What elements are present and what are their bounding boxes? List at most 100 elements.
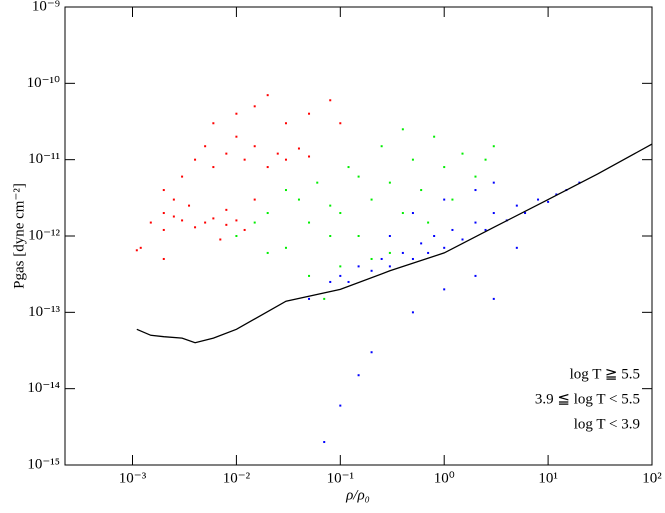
point	[339, 274, 342, 277]
point	[357, 374, 360, 377]
point	[194, 158, 197, 161]
point	[401, 212, 404, 215]
point	[433, 235, 436, 237]
point	[235, 112, 238, 115]
point	[484, 158, 487, 161]
x-tick-label: 10⁻²	[223, 470, 251, 486]
point	[276, 152, 279, 155]
point	[357, 265, 360, 268]
point	[411, 212, 414, 215]
point	[370, 351, 373, 354]
x-tick-label: 10⁻³	[119, 470, 147, 486]
point	[243, 158, 246, 161]
plot-area	[135, 94, 653, 444]
point	[474, 189, 477, 192]
y-tick-label: 10⁻¹³	[28, 304, 60, 320]
point	[443, 246, 446, 249]
point	[492, 181, 495, 184]
point	[433, 135, 436, 138]
point	[235, 135, 238, 138]
point	[461, 152, 464, 155]
point	[284, 246, 287, 249]
point	[401, 128, 404, 131]
point	[172, 198, 175, 201]
x-tick-label: 10²	[642, 470, 662, 486]
point	[204, 145, 207, 148]
point	[323, 297, 326, 300]
point	[347, 280, 350, 283]
point	[225, 223, 228, 226]
point	[235, 219, 238, 222]
point	[380, 145, 383, 148]
point	[235, 235, 238, 237]
point	[181, 175, 184, 178]
point	[515, 246, 518, 249]
point	[339, 265, 342, 268]
point	[388, 251, 391, 254]
legend-entry: log T ≧ 5.5	[570, 366, 640, 382]
point	[284, 158, 287, 161]
point	[555, 193, 558, 196]
point	[266, 212, 269, 215]
x-axis-label: ρ/ρ₀	[345, 487, 370, 503]
point	[308, 221, 311, 224]
y-tick-label: 10⁻¹⁴	[27, 380, 60, 396]
point	[329, 280, 332, 283]
point	[135, 249, 138, 252]
point	[339, 212, 342, 215]
point	[329, 235, 332, 237]
point	[474, 274, 477, 277]
point	[524, 212, 527, 215]
point	[388, 235, 391, 237]
point	[253, 221, 256, 224]
point	[427, 251, 430, 254]
point	[284, 189, 287, 192]
y-tick-label: 10⁻¹⁰	[27, 75, 60, 91]
point	[339, 404, 342, 407]
point	[308, 112, 311, 115]
point	[253, 105, 256, 108]
point	[253, 145, 256, 148]
point	[484, 228, 487, 231]
point	[443, 166, 446, 169]
point	[162, 257, 165, 260]
point	[370, 269, 373, 272]
point	[578, 181, 581, 184]
point	[204, 221, 207, 224]
point	[380, 257, 383, 260]
x-tick-label: 10¹	[538, 470, 558, 486]
point	[212, 166, 215, 169]
point	[243, 228, 246, 231]
point	[411, 158, 414, 161]
legend-entry: 3.9 ≦ log T < 5.5	[535, 391, 640, 407]
point	[308, 274, 311, 277]
point	[515, 204, 518, 207]
point	[451, 228, 454, 231]
point	[492, 297, 495, 300]
point	[266, 251, 269, 254]
point	[253, 198, 256, 201]
point	[357, 235, 360, 237]
point	[427, 221, 430, 224]
point	[284, 122, 287, 125]
point	[420, 189, 423, 192]
line	[136, 143, 653, 344]
y-tick-label: 10⁻¹⁵	[27, 456, 60, 472]
x-tick-label: 10⁰	[434, 470, 455, 486]
point	[492, 145, 495, 148]
point	[357, 175, 360, 178]
point	[212, 217, 215, 220]
point	[388, 181, 391, 184]
point	[420, 242, 423, 245]
point	[443, 198, 446, 201]
point	[370, 257, 373, 260]
point	[162, 212, 165, 215]
point	[339, 122, 342, 125]
point	[474, 175, 477, 178]
x-tick-label: 10⁻¹	[327, 470, 354, 486]
point	[370, 198, 373, 201]
point	[461, 238, 464, 241]
point	[451, 198, 454, 201]
point	[329, 204, 332, 207]
point	[547, 200, 550, 203]
